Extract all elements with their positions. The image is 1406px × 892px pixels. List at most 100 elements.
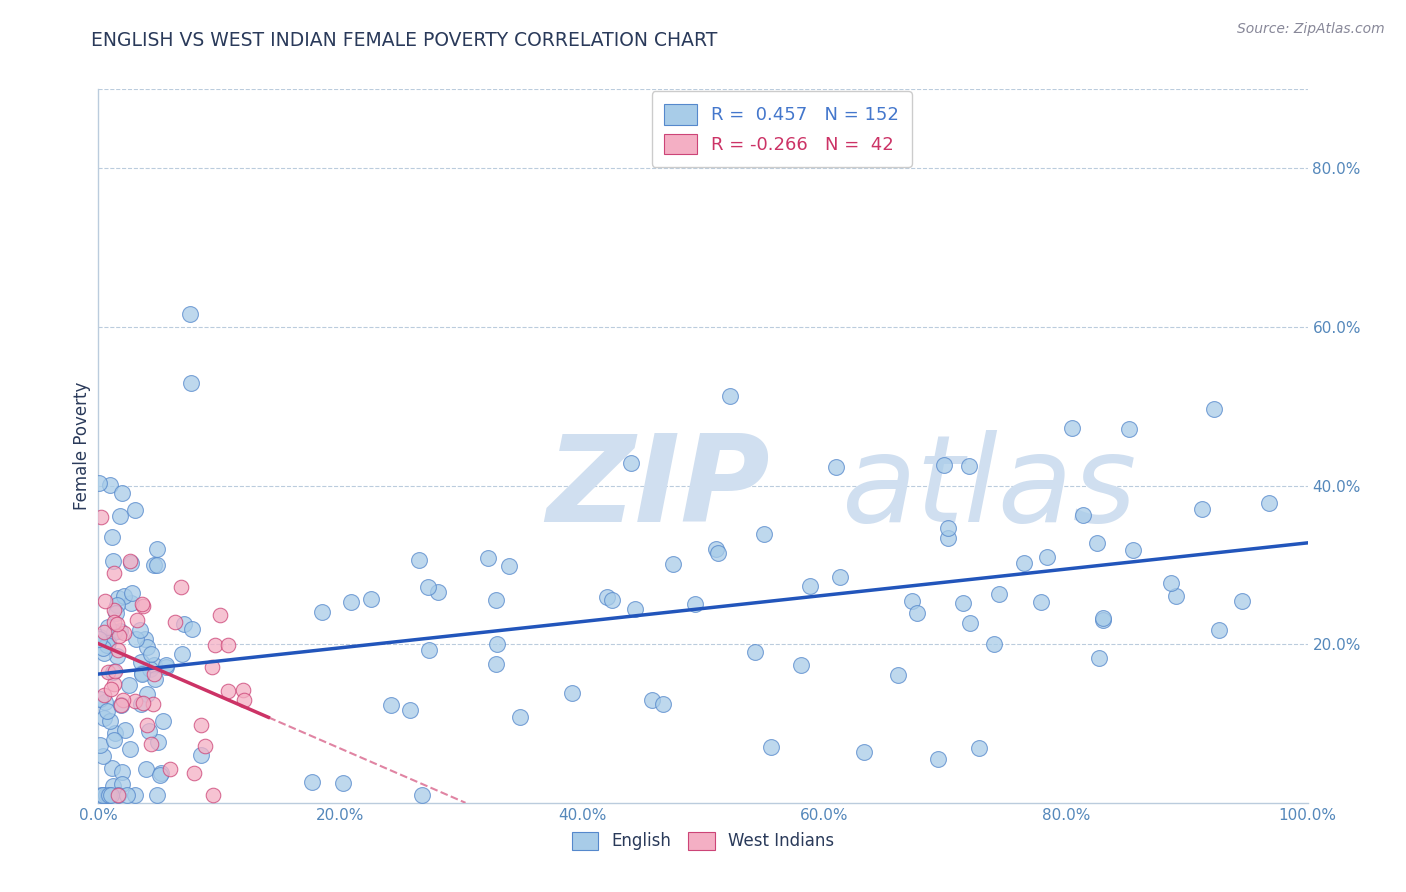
Point (181, 622, 204, 636)
Point (103, 615, 125, 629)
Point (311, 605, 333, 619)
Point (624, 602, 647, 616)
Point (301, 774, 323, 789)
Point (651, 697, 673, 711)
Point (110, 624, 132, 639)
Point (120, 557, 142, 571)
Point (136, 640, 159, 654)
Point (959, 616, 981, 631)
Point (90, 509, 112, 524)
Point (97, 665, 120, 679)
Point (118, 554, 141, 568)
Point (124, 694, 146, 708)
Point (983, 637, 1005, 651)
Point (1012, 556, 1035, 570)
Point (1118, 422, 1140, 436)
Point (852, 745, 875, 759)
Point (97, 620, 120, 634)
Point (399, 703, 422, 717)
Point (91, 641, 114, 656)
Point (509, 710, 531, 724)
Legend: English, West Indians: English, West Indians (564, 823, 842, 859)
Point (110, 509, 132, 524)
Point (103, 566, 125, 580)
Point (179, 376, 201, 390)
Point (132, 696, 155, 710)
Point (194, 739, 217, 753)
Point (640, 693, 662, 707)
Point (100, 788, 122, 802)
Point (112, 626, 135, 640)
Point (620, 456, 643, 470)
Point (1208, 623, 1230, 637)
Point (1258, 496, 1281, 510)
Point (103, 732, 125, 747)
Point (1202, 401, 1225, 416)
Point (110, 698, 132, 713)
Point (108, 629, 131, 643)
Point (952, 596, 974, 610)
Point (143, 558, 166, 572)
Point (901, 594, 924, 608)
Point (486, 637, 509, 651)
Point (132, 599, 155, 613)
Point (179, 307, 201, 321)
Point (103, 603, 125, 617)
Point (107, 642, 129, 657)
Point (93, 646, 115, 660)
Point (485, 657, 508, 671)
Point (332, 775, 354, 789)
Point (936, 531, 959, 545)
Point (1088, 651, 1111, 665)
Text: Source: ZipAtlas.com: Source: ZipAtlas.com (1237, 22, 1385, 37)
Point (103, 677, 125, 691)
Point (426, 584, 449, 599)
Point (1029, 595, 1052, 609)
Point (936, 521, 959, 535)
Point (662, 558, 685, 572)
Point (97, 636, 120, 650)
Point (759, 739, 782, 754)
Point (149, 765, 172, 780)
Point (744, 645, 766, 659)
Point (704, 541, 727, 556)
Point (718, 389, 741, 403)
Point (100, 530, 122, 544)
Point (561, 686, 583, 700)
Point (129, 697, 152, 711)
Point (1071, 508, 1094, 523)
Point (114, 723, 136, 737)
Point (115, 788, 138, 802)
Point (1191, 502, 1213, 516)
Point (799, 578, 821, 592)
Point (360, 592, 382, 607)
Point (105, 616, 128, 631)
Text: ENGLISH VS WEST INDIAN FEMALE POVERTY CORRELATION CHART: ENGLISH VS WEST INDIAN FEMALE POVERTY CO… (91, 31, 718, 50)
Y-axis label: Female Poverty: Female Poverty (73, 382, 91, 510)
Point (232, 682, 254, 697)
Point (94, 695, 117, 709)
Point (98, 478, 121, 492)
Point (146, 735, 169, 749)
Point (707, 546, 730, 560)
Point (159, 762, 181, 776)
Point (120, 596, 142, 610)
Point (790, 658, 813, 673)
Point (101, 779, 124, 793)
Point (1036, 549, 1059, 564)
Point (163, 615, 186, 629)
Point (104, 726, 127, 740)
Point (1060, 421, 1083, 435)
Point (1092, 613, 1115, 627)
Point (89, 692, 111, 706)
Point (105, 598, 128, 612)
Point (139, 662, 162, 676)
Point (217, 638, 239, 652)
Point (146, 558, 169, 573)
Point (118, 678, 141, 692)
Point (96, 638, 118, 652)
Point (93, 711, 115, 725)
Point (217, 684, 239, 698)
Point (149, 768, 172, 782)
Point (91, 788, 114, 802)
